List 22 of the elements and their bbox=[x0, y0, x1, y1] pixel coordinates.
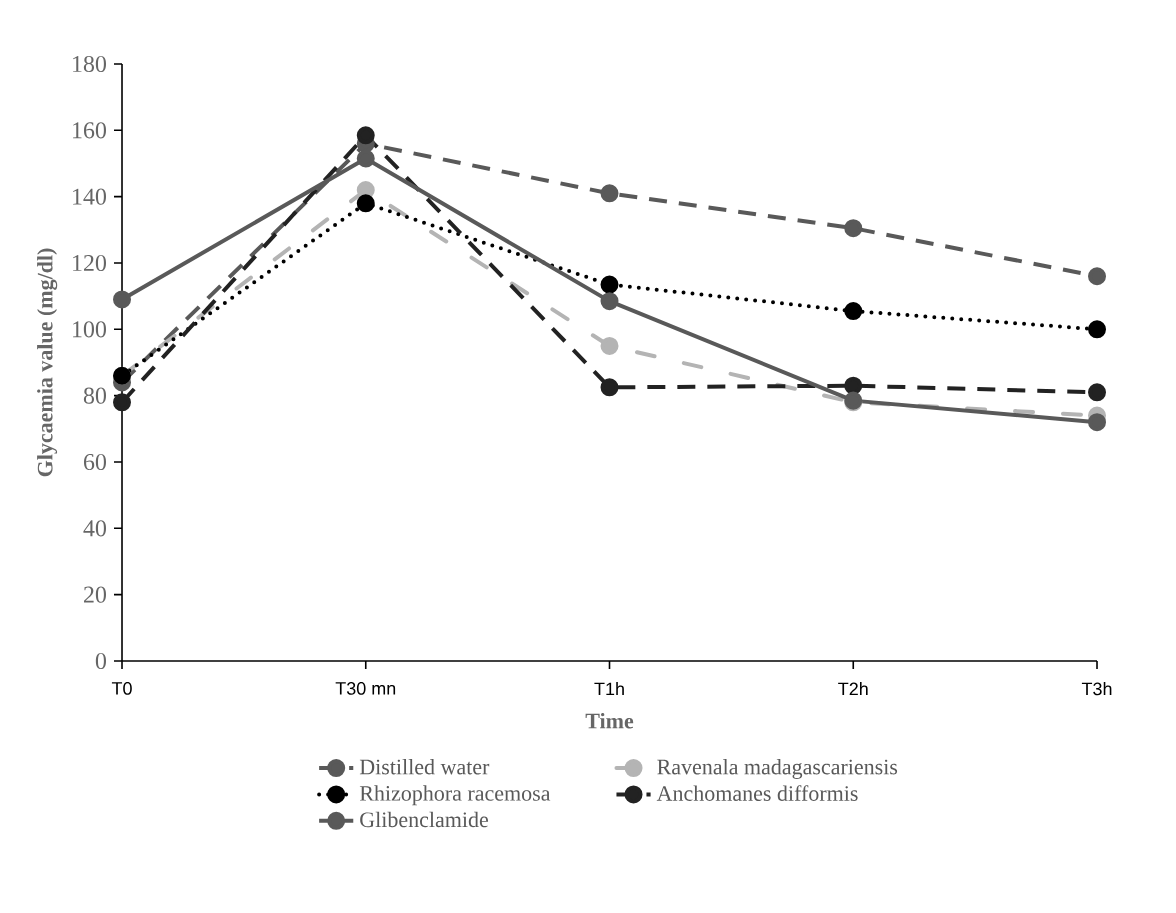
y-tick-label: 60 bbox=[83, 453, 107, 471]
y-tick-label: 100 bbox=[73, 321, 107, 338]
y-tick-label: 80 bbox=[83, 387, 107, 404]
y-tick-label: 140 bbox=[73, 188, 107, 205]
legend-label: Anchomanes difformis bbox=[656, 785, 858, 801]
legend-label: Ravenala madagascariensis bbox=[657, 758, 898, 779]
y-tick-label: 160 bbox=[73, 122, 107, 139]
y-tick-label: 180 bbox=[73, 55, 107, 73]
y-tick-label: 40 bbox=[83, 520, 107, 537]
legend-label: Rhizophora racemosa bbox=[359, 785, 551, 806]
x-axis-title: Time bbox=[585, 713, 634, 729]
y-tick-label: 0 bbox=[95, 652, 107, 670]
y-tick-label: 120 bbox=[73, 254, 107, 272]
x-tick-label: T0 bbox=[111, 682, 132, 695]
x-tick-label: T1h bbox=[594, 682, 624, 696]
legend-label: Glibenclamide bbox=[360, 811, 489, 828]
x-tick-label: T3h bbox=[1081, 682, 1112, 696]
y-tick-label: 20 bbox=[84, 586, 107, 603]
legend-label: Distilled water bbox=[359, 758, 490, 775]
x-tick-label: T30 mn bbox=[335, 682, 396, 695]
x-tick-label: T2h bbox=[838, 682, 868, 696]
y-axis-title: Glycaemia value (mg/dl) bbox=[37, 248, 58, 477]
